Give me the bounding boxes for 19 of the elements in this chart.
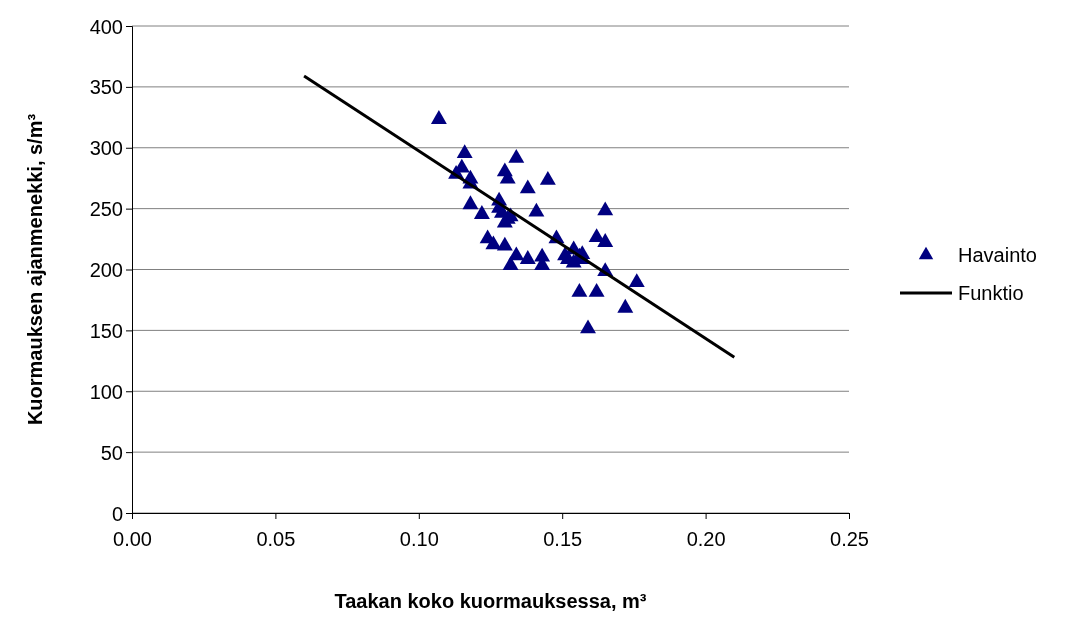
x-axis-title: Taakan koko kuormauksessa, m³	[334, 590, 647, 612]
y-tick-label: 400	[89, 15, 123, 38]
x-tick-label: 0.00	[113, 528, 152, 550]
legend-label: Funktio	[958, 282, 1024, 304]
x-tick-label: 0.05	[256, 528, 296, 550]
x-tick-label: 0.10	[399, 528, 439, 550]
y-tick-label: 250	[89, 198, 123, 221]
y-tick-label: 0	[111, 502, 123, 525]
legend-label: Havainto	[958, 244, 1037, 266]
y-tick-label: 150	[89, 319, 123, 342]
y-tick-label: 200	[89, 259, 123, 281]
x-tick-label: 0.20	[686, 528, 726, 550]
y-tick-label: 350	[89, 76, 123, 99]
x-tick-label: 0.25	[830, 528, 869, 550]
y-tick-label: 300	[89, 137, 123, 160]
y-tick-label: 50	[100, 441, 123, 464]
y-axis-title: Kuormauksen ajanmenekki, s/m³	[24, 113, 46, 426]
x-tick-label: 0.15	[543, 528, 583, 550]
y-tick-label: 100	[89, 380, 123, 403]
